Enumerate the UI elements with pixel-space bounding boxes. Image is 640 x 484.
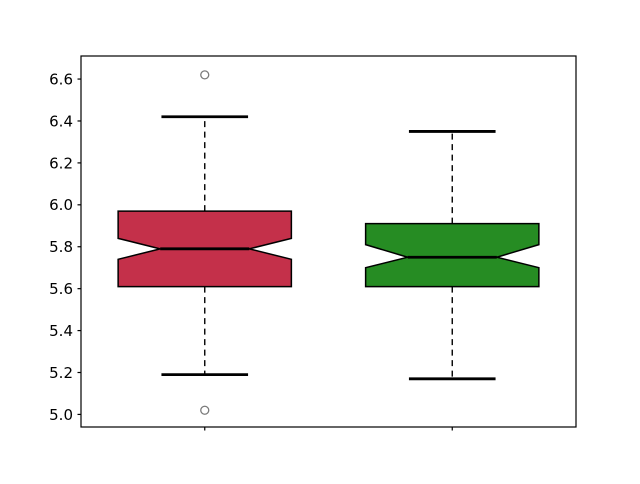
y-tick-label: 5.2 <box>49 364 73 382</box>
y-tick-label: 6.2 <box>49 154 73 172</box>
y-tick-label: 5.6 <box>49 280 73 298</box>
box-2-notched-box <box>364 222 540 288</box>
y-tick-label: 6.6 <box>49 70 73 88</box>
y-tick-label: 5.4 <box>49 322 73 340</box>
axes-spines <box>80 55 577 428</box>
y-tick-label: 5.8 <box>49 238 73 256</box>
box-1-outlier-marker <box>200 405 210 415</box>
y-tick-label: 6.0 <box>49 196 73 214</box>
y-tick-label: 6.4 <box>49 112 73 130</box>
box-1-outlier-marker <box>200 70 210 80</box>
y-tick-label: 5.0 <box>49 406 73 424</box>
